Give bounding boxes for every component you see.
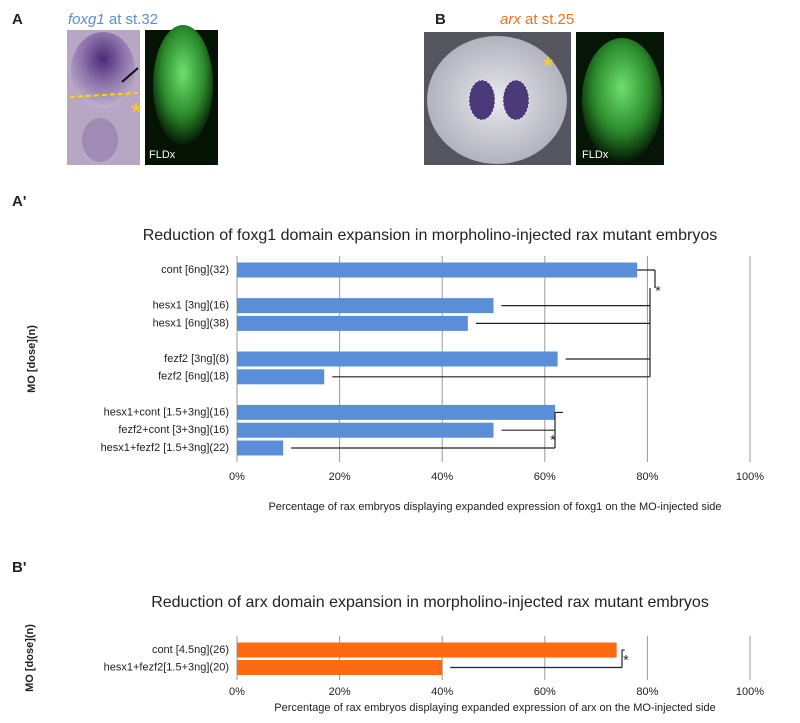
photo-embryo xyxy=(427,36,567,164)
x-tick-label: 80% xyxy=(636,471,658,483)
significance: * xyxy=(623,652,629,668)
x-tick-label: 60% xyxy=(534,686,556,698)
bar xyxy=(237,422,494,438)
bar xyxy=(237,351,558,367)
stage: at st.25 xyxy=(525,11,574,28)
bar xyxy=(237,440,284,456)
y-tick-label: hesx1 [3ng](16) xyxy=(153,300,229,312)
bar xyxy=(237,404,556,420)
bar xyxy=(237,369,325,385)
asterisk: * xyxy=(543,51,553,81)
gene-name: arx xyxy=(500,11,521,28)
y-tick-label: fezf2+cont [3+3ng](16) xyxy=(118,424,229,436)
significance: * xyxy=(655,283,661,299)
x-tick-label: 60% xyxy=(534,471,556,483)
x-tick-label: 80% xyxy=(636,686,658,698)
photo-stain xyxy=(82,118,118,162)
x-axis-label: Percentage of rax embryos displaying exp… xyxy=(268,501,721,513)
x-tick-label: 0% xyxy=(229,471,245,483)
chart-title: Reduction of arx domain expansion in mor… xyxy=(151,594,709,611)
photo-fluorescence xyxy=(153,25,213,145)
photo-fluorescence xyxy=(582,38,662,162)
chart-title: Reduction of foxg1 domain expansion in m… xyxy=(143,227,718,244)
y-tick-label: hesx1+cont [1.5+3ng](16) xyxy=(104,406,229,418)
panel-letter: B' xyxy=(12,559,26,576)
x-tick-label: 100% xyxy=(736,686,764,698)
photo-stain xyxy=(502,79,530,121)
y-axis-label: MO [dose](n) xyxy=(24,624,36,692)
panel-letter: A' xyxy=(12,193,26,210)
arrow xyxy=(121,67,139,83)
y-tick-label: hesx1+fezf2 [1.5+3ng](22) xyxy=(101,442,229,454)
bar xyxy=(237,262,638,278)
photo-stain xyxy=(71,32,135,108)
tracer-label: FLDx xyxy=(149,149,176,161)
y-tick-label: fezf2 [3ng](8) xyxy=(164,353,229,365)
y-tick-label: fezf2 [6ng](18) xyxy=(158,371,229,383)
y-tick-label: cont [4.5ng](26) xyxy=(152,644,229,656)
y-axis-label: MO [dose](n) xyxy=(26,325,38,393)
x-axis-label: Percentage of rax embryos displaying exp… xyxy=(274,702,715,714)
x-tick-label: 0% xyxy=(229,686,245,698)
x-tick-label: 40% xyxy=(431,686,453,698)
bar xyxy=(237,660,443,675)
bar xyxy=(237,315,468,331)
x-tick-label: 20% xyxy=(329,686,351,698)
x-tick-label: 40% xyxy=(431,471,453,483)
significance: * xyxy=(550,432,556,448)
asterisk: * xyxy=(131,97,141,127)
x-tick-label: 20% xyxy=(329,471,351,483)
panel-title: arx at st.25 xyxy=(500,11,574,28)
bar xyxy=(237,298,494,314)
y-tick-label: hesx1 [6ng](38) xyxy=(153,317,229,329)
tracer-label: FLDx xyxy=(582,149,609,161)
y-tick-label: hesx1+fezf2[1.5+3ng](20) xyxy=(104,661,229,673)
x-tick-label: 100% xyxy=(736,471,764,483)
panel-title: foxg1 at st.32 xyxy=(68,11,158,28)
y-tick-label: cont [6ng](32) xyxy=(161,264,229,276)
photo-stain xyxy=(468,79,496,121)
dashed-line xyxy=(69,92,139,98)
gene-name: foxg1 xyxy=(68,11,105,28)
bar xyxy=(237,642,617,658)
stage: at st.32 xyxy=(109,11,158,28)
panel-letter: A xyxy=(12,11,23,28)
panel-letter: B xyxy=(435,11,446,28)
